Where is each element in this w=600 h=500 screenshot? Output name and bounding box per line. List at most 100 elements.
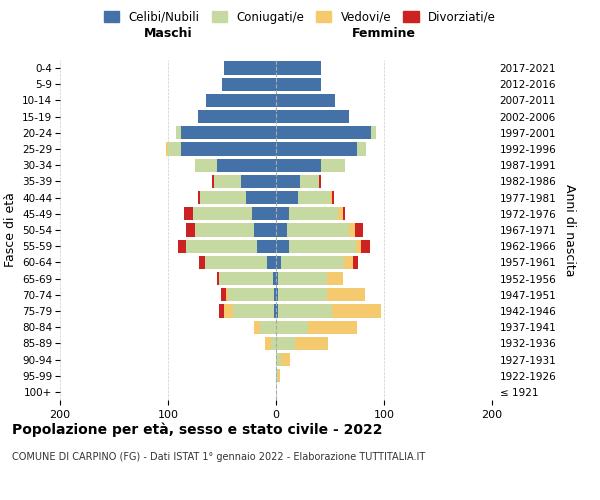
Bar (226, 288, 229, 302)
Bar (332, 191, 334, 204)
Bar (181, 126, 276, 140)
Bar (176, 126, 181, 140)
Bar (276, 369, 278, 382)
Bar (278, 272, 327, 285)
Bar (217, 158, 276, 172)
Bar (271, 336, 276, 350)
Bar (276, 94, 335, 107)
Bar (319, 175, 322, 188)
Bar (224, 304, 233, 318)
Bar (198, 191, 200, 204)
Bar (205, 256, 268, 269)
Bar (168, 142, 181, 156)
Y-axis label: Anni di nascita: Anni di nascita (563, 184, 576, 276)
Bar (246, 191, 276, 204)
Bar (178, 240, 187, 253)
Bar (193, 207, 252, 220)
Bar (276, 336, 295, 350)
Bar (274, 288, 276, 302)
Bar (224, 62, 276, 74)
Bar (332, 304, 381, 318)
Bar (166, 142, 168, 156)
Bar (187, 224, 195, 236)
Bar (276, 288, 278, 302)
Bar (276, 256, 281, 269)
Bar (257, 240, 276, 253)
Bar (276, 240, 289, 253)
Text: Maschi: Maschi (143, 27, 193, 40)
Bar (281, 256, 344, 269)
Bar (229, 288, 274, 302)
Bar (200, 191, 246, 204)
Bar (371, 126, 376, 140)
Bar (276, 353, 281, 366)
Y-axis label: Fasce di età: Fasce di età (4, 192, 17, 268)
Bar (278, 369, 280, 382)
Bar (195, 224, 254, 236)
Bar (295, 336, 328, 350)
Bar (327, 272, 343, 285)
Bar (206, 94, 276, 107)
Bar (252, 207, 276, 220)
Bar (276, 78, 322, 91)
Bar (276, 175, 300, 188)
Bar (274, 304, 276, 318)
Bar (199, 256, 205, 269)
Bar (289, 240, 356, 253)
Bar (281, 353, 290, 366)
Bar (276, 320, 308, 334)
Bar (217, 272, 219, 285)
Bar (233, 304, 274, 318)
Bar (268, 256, 276, 269)
Bar (254, 224, 276, 236)
Bar (198, 110, 276, 124)
Bar (278, 304, 332, 318)
Text: COMUNE DI CARPINO (FG) - Dati ISTAT 1° gennaio 2022 - Elaborazione TUTTITALIA.IT: COMUNE DI CARPINO (FG) - Dati ISTAT 1° g… (12, 452, 425, 462)
Bar (276, 272, 278, 285)
Bar (276, 304, 278, 318)
Legend: Celibi/Nubili, Coniugati/e, Vedovi/e, Divorziati/e: Celibi/Nubili, Coniugati/e, Vedovi/e, Di… (99, 6, 501, 28)
Bar (276, 207, 289, 220)
Bar (219, 272, 273, 285)
Bar (276, 142, 357, 156)
Bar (361, 240, 370, 253)
Bar (276, 110, 349, 124)
Bar (300, 175, 319, 188)
Bar (187, 240, 257, 253)
Bar (278, 288, 327, 302)
Bar (273, 272, 276, 285)
Bar (212, 175, 214, 188)
Bar (289, 207, 338, 220)
Text: Popolazione per età, sesso e stato civile - 2022: Popolazione per età, sesso e stato civil… (12, 422, 383, 437)
Text: Femmine: Femmine (352, 27, 416, 40)
Bar (241, 175, 276, 188)
Bar (276, 224, 287, 236)
Bar (195, 158, 217, 172)
Bar (322, 158, 345, 172)
Bar (343, 207, 345, 220)
Bar (338, 207, 343, 220)
Bar (298, 191, 330, 204)
Bar (219, 304, 224, 318)
Bar (214, 175, 241, 188)
Bar (254, 320, 260, 334)
Bar (260, 320, 276, 334)
Bar (353, 256, 358, 269)
Bar (222, 78, 276, 91)
Bar (356, 240, 361, 253)
Bar (276, 62, 322, 74)
Bar (221, 288, 226, 302)
Bar (181, 142, 276, 156)
Bar (357, 142, 365, 156)
Bar (276, 126, 371, 140)
Bar (327, 288, 365, 302)
Bar (355, 224, 364, 236)
Bar (287, 224, 349, 236)
Bar (265, 336, 271, 350)
Bar (349, 224, 355, 236)
Bar (308, 320, 357, 334)
Bar (344, 256, 353, 269)
Bar (330, 191, 332, 204)
Bar (184, 207, 193, 220)
Bar (276, 191, 298, 204)
